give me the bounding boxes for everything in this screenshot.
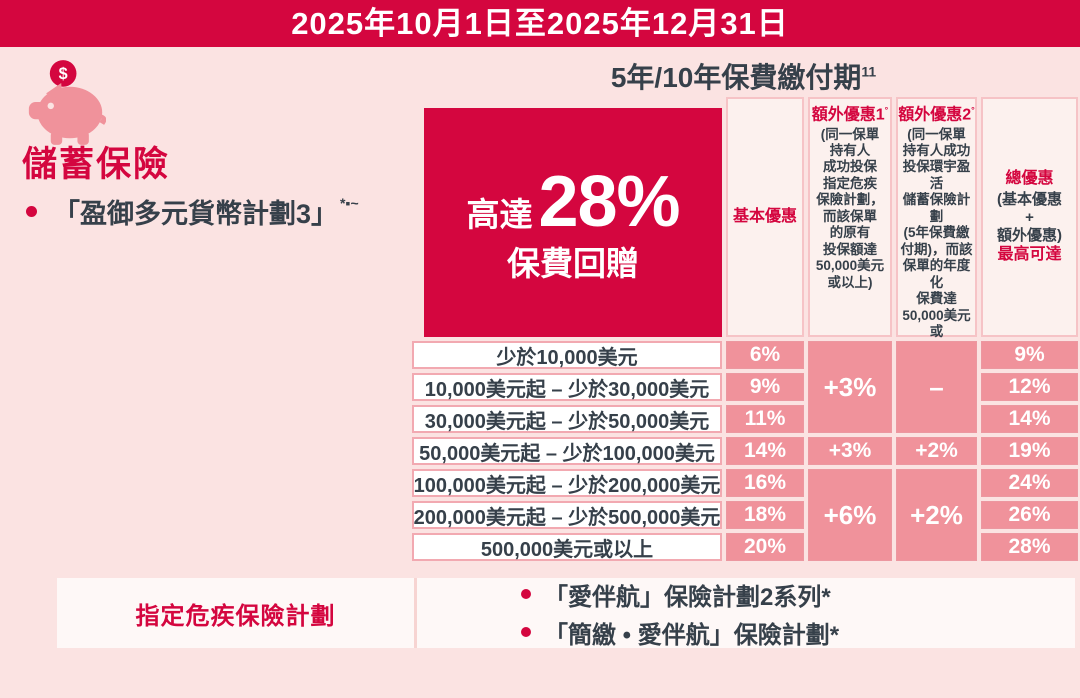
savings-insurance-heading: 儲蓄保險 — [22, 145, 171, 184]
table-row-label: 500,000美元或以上 — [412, 533, 722, 561]
total-offer-cell: 12% — [981, 373, 1078, 401]
basic-offer-cell: 14% — [726, 437, 804, 465]
extra-offer-2-conditions: (同一保單 持有人成功 投保環宇盈活 儲蓄保險計劃 (5年保費繳 付期)，而該 … — [900, 126, 973, 356]
basic-offer-cell: 18% — [726, 501, 804, 529]
basic-offer-cell: 6% — [726, 341, 804, 369]
designated-ci-plan-box: 指定危疾保險計劃 「愛伴航」保險計劃2系列* 「簡繳 • 愛伴航」保險計劃* — [57, 577, 1075, 650]
premium-refund-hero: 高達 28% 保費回贈 — [424, 108, 722, 337]
basic-offer-cell: 9% — [726, 373, 804, 401]
bullet-dot-icon — [521, 627, 531, 637]
basic-offer-cell: 20% — [726, 533, 804, 561]
ci-plan-bullet-2: 「簡繳 • 愛伴航」保險計劃* — [521, 615, 1075, 650]
pig-eye — [47, 102, 54, 110]
extra-offer-1-conditions: (同一保單 持有人 成功投保 指定危疾 保險計劃， 而該保單 的原有 投保額達 … — [815, 126, 885, 290]
payment-term-heading: 5年/10年保費繳付期11 — [410, 56, 1077, 96]
dollar-coin-icon: $ — [49, 60, 77, 87]
bullet-dot-icon — [521, 589, 531, 599]
payment-term-text: 5年/10年保費繳付期 — [610, 62, 862, 93]
total-offer-cell: 28% — [981, 533, 1078, 561]
ci-plan-list: 「愛伴航」保險計劃2系列* 「簡繳 • 愛伴航」保險計劃* — [417, 577, 1075, 650]
payment-term-footnote: 11 — [861, 63, 877, 80]
footer-divider — [414, 578, 417, 648]
ci-plan-bullet-1: 「愛伴航」保險計劃2系列* — [521, 577, 1075, 612]
table-row-label: 50,000美元起 – 少於100,000美元 — [412, 437, 722, 465]
table-row-label: 200,000美元起 – 少於500,000美元 — [412, 501, 722, 529]
extra-offer-1-cell-merged: +3% — [808, 341, 892, 433]
premium-refund-table: 高達 28% 保費回贈 基本優惠 額外優惠1° (同一保單 持有人 成功投保 指… — [412, 97, 1078, 561]
designated-ci-plan-label: 指定危疾保險計劃 — [135, 602, 336, 630]
piggy-bank-icon: $ — [26, 57, 107, 149]
extra-offer-1-cell: +3% — [808, 437, 892, 465]
hero-value: 28% — [538, 161, 680, 242]
hero-prefix: 高達 — [466, 195, 533, 233]
table-row-label: 少於10,000美元 — [412, 341, 722, 369]
col-header-extra-offer-2: 額外優惠2° (同一保單 持有人成功 投保環宇盈活 儲蓄保險計劃 (5年保費繳 … — [896, 97, 977, 356]
hero-suffix: 保費回贈 — [507, 244, 639, 282]
col-header-extra-offer-1: 額外優惠1° (同一保單 持有人 成功投保 指定危疾 保險計劃， 而該保單 的原… — [808, 97, 892, 337]
table-row-label: 30,000美元起 – 少於50,000美元 — [412, 405, 722, 433]
total-offer-cell: 14% — [981, 405, 1078, 433]
extra-offer-2-cell: +2% — [896, 437, 977, 465]
extra-offer-2-cell-merged: – — [896, 341, 977, 433]
promo-period-text: 2025年10月1日至2025年12月31日 — [291, 6, 789, 41]
total-offer-max-label: 最高可達 — [997, 246, 1062, 264]
basic-offer-cell: 16% — [726, 469, 804, 497]
col-header-total-offer: 總優惠 (基本優惠 + 額外優惠) 最高可達 — [981, 97, 1078, 337]
product-bullet-item: 「盈御多元貨幣計劃3」 *▪~ — [26, 192, 359, 231]
table-row-label: 100,000美元起 – 少於200,000美元 — [412, 469, 722, 497]
basic-offer-cell: 11% — [726, 405, 804, 433]
col-header-basic-offer: 基本優惠 — [726, 97, 804, 337]
promo-period-banner: 2025年10月1日至2025年12月31日 — [0, 0, 1080, 47]
table-row-label: 10,000美元起 – 少於30,000美元 — [412, 373, 722, 401]
product-name: 「盈御多元貨幣計劃3」 — [53, 199, 339, 229]
total-offer-cell: 26% — [981, 501, 1078, 529]
bullet-dot-icon — [26, 206, 37, 217]
svg-text:$: $ — [59, 65, 68, 83]
total-offer-cell: 9% — [981, 341, 1078, 369]
extra-offer-2-cell-merged: +2% — [896, 469, 977, 561]
pig-body-shape — [28, 83, 107, 145]
extra-offer-1-cell-merged: +6% — [808, 469, 892, 561]
total-offer-cell: 24% — [981, 469, 1078, 497]
total-offer-cell: 19% — [981, 437, 1078, 465]
product-footnotes: *▪~ — [340, 194, 359, 211]
